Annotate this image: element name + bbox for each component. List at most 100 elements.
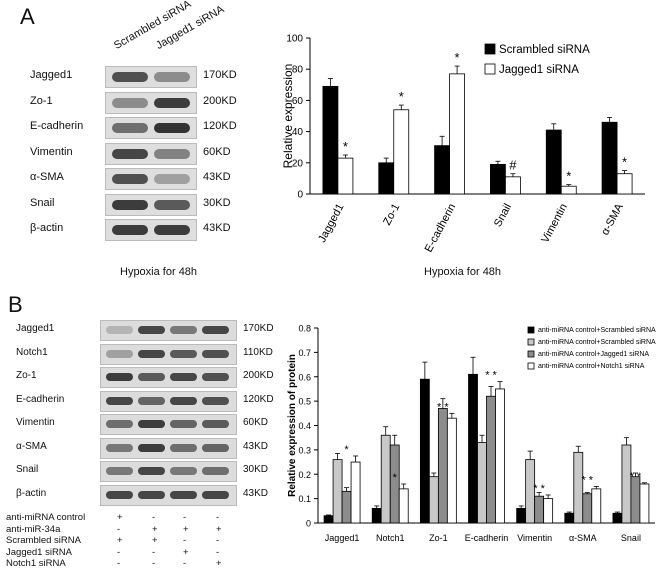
blot-b-kd-label: 43KD (243, 440, 269, 452)
bar (573, 451, 584, 524)
blot-a-band (154, 97, 190, 108)
blot-b-band (138, 349, 165, 358)
bar-chart-a: 0 20 40 60 80 100 Relative expression * Jagged1 *… (281, 34, 645, 254)
treatment-label: Jagged1 siRNA (6, 546, 73, 558)
x-tick-label: Zo-1 (429, 533, 448, 543)
blot-a-band (154, 148, 190, 159)
x-tick-label: α-SMA (599, 201, 626, 237)
bar (468, 373, 478, 524)
blot-b-band (202, 396, 229, 405)
blot-b-band (138, 326, 165, 334)
blot-a-row-label: Vimentin (30, 145, 73, 158)
y-tick-label: 40 (292, 127, 304, 138)
blot-a-strip (105, 219, 197, 241)
significance-marker: * (566, 169, 571, 184)
blot-b-kd-label: 170KD (243, 323, 274, 334)
significance-marker: * (393, 472, 398, 484)
panel-b-letter: B (8, 292, 23, 317)
treatment-label: anti-miRNA control (6, 512, 86, 523)
blot-b-kd-label: 60KD (243, 417, 269, 428)
blot-a-kd-label: 200KD (203, 94, 237, 107)
treatment-label: Notch1 siRNA (6, 558, 66, 569)
blot-b-band (202, 349, 229, 358)
blot-a-kd-label: 60KD (203, 145, 231, 158)
blot-a-strip (105, 91, 197, 114)
blot-b-row-label: α-SMA (16, 440, 47, 452)
bar (621, 444, 632, 524)
blot-b-strip (100, 390, 237, 412)
blot-b-band (138, 373, 165, 381)
y-tick-label: 20 (292, 158, 304, 169)
blot-a-strip (105, 142, 197, 165)
blot-b-band (106, 396, 133, 405)
bar (543, 498, 554, 524)
treatment-sign: - (216, 512, 220, 523)
x-tick-label: Zo-1 (381, 202, 402, 228)
blot-b-row-label: Snail (16, 464, 39, 475)
legend-swatch (527, 326, 535, 334)
blot-a-kd-label: 170KD (203, 69, 237, 81)
blot-a-caption: Hypoxia for 48h (120, 266, 198, 278)
x-tick-label: Jagged1 (316, 202, 346, 245)
bar (582, 493, 593, 524)
blot-b-band (170, 420, 197, 428)
blot-b-band (106, 326, 133, 334)
legend-swatch (527, 338, 535, 346)
bar (601, 121, 618, 195)
treatment-sign: - (183, 512, 187, 523)
blot-b-kd-label: 30KD (243, 464, 269, 475)
blot-a-row-label: Jagged1 (30, 69, 73, 81)
bar (393, 109, 410, 195)
x-tick-label: Notch1 (376, 533, 405, 543)
treatment-sign: + (152, 523, 158, 535)
y-tick-label: 0.4 (298, 421, 311, 431)
bar (630, 476, 641, 524)
bar (486, 395, 496, 524)
blot-a-kd-label: 30KD (203, 196, 231, 209)
blot-b-band (106, 373, 133, 381)
bar (612, 512, 623, 524)
panel-a-letter: A (20, 4, 35, 29)
blot-a-band (154, 123, 190, 133)
legend-swatch (484, 63, 496, 75)
bar (332, 459, 343, 524)
blot-b-row-label: Jagged1 (16, 323, 55, 334)
blot-a-kd-label: 43KD (203, 171, 231, 183)
legend-label: anti-miRNA control+Jagged1 siRNA (538, 351, 649, 358)
blot-a-band (112, 72, 148, 82)
legend-label: Jagged1 siRNA (499, 64, 579, 76)
blot-b-kd-label: 43KD (243, 487, 269, 499)
blot-b-strip (100, 320, 237, 341)
blot-b-strip (100, 367, 237, 388)
y-tick-label: 0.8 (298, 324, 311, 334)
blot-b-band (106, 467, 133, 475)
treatment-sign: + (152, 535, 158, 546)
significance-marker: # (509, 158, 517, 173)
blot-b-band (170, 326, 197, 334)
blot-b-row-label: Vimentin (16, 417, 55, 428)
treatment-sign: + (216, 558, 222, 569)
legend-label: anti-miRNA control+Scrambled siRNA (538, 327, 656, 334)
blot-b-band (170, 396, 197, 405)
legend-swatch (484, 43, 496, 55)
bar (534, 495, 545, 524)
bar (341, 490, 352, 524)
bar (449, 73, 465, 195)
bar (350, 461, 361, 524)
blot-b-band (106, 349, 133, 358)
blot-b-band (202, 420, 229, 428)
blot-a-kd-label: 120KD (203, 120, 237, 132)
blot-b-band (170, 443, 197, 452)
blot-b-row-label: Zo-1 (16, 370, 37, 381)
bar-chart-b: 0 0.1 0.2 0.3 0.4 0.5 0.6 0.7 0.8 Relative expres… (287, 324, 656, 544)
y-tick-label: 0.6 (298, 372, 311, 382)
bar (591, 488, 602, 524)
y-axis-label: Relative expression (281, 64, 295, 169)
blot-a-band (112, 174, 148, 184)
treatment-sign: - (216, 546, 220, 558)
bar (477, 442, 487, 524)
blot-b-kd-label: 120KD (243, 393, 274, 405)
blot-a-row-label: α-SMA (30, 171, 64, 183)
blot-b-kd-label: 110KD (243, 346, 273, 358)
y-tick-label: 60 (292, 96, 304, 107)
